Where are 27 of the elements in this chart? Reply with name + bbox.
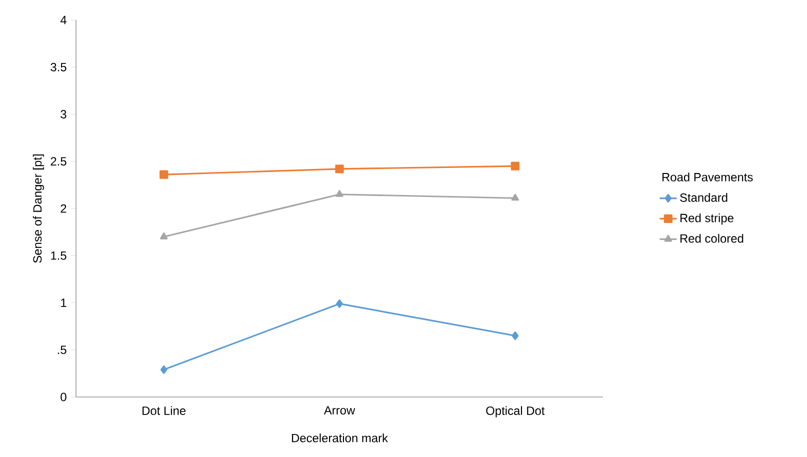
y-tick-label: 0: [60, 392, 66, 402]
point: [160, 170, 168, 179]
y-tick-label: 3.5: [50, 62, 66, 72]
legend-title: Road Pavements: [662, 172, 753, 182]
legend-label: Red stripe: [680, 214, 734, 225]
point: [160, 232, 168, 240]
y-tick-label: 2: [60, 204, 66, 213]
y-tick-label: 3: [60, 110, 66, 118]
point: [336, 299, 343, 308]
point: [511, 194, 519, 201]
legend-label: Standard: [680, 193, 728, 202]
point: [512, 331, 519, 340]
y-tick-label: 2.5: [50, 157, 66, 166]
x-axis-title: Deceleration mark: [292, 434, 388, 442]
y-axis-title: Sense of Danger [pt]: [32, 154, 44, 263]
y-tick-label: 4: [60, 16, 66, 24]
x-tick-label: Optical Dot: [486, 406, 545, 418]
y-tick-label: 1: [61, 298, 66, 307]
point: [335, 164, 344, 174]
legend-label: Red colored: [680, 234, 744, 243]
x-tick-label: Arrow: [324, 406, 356, 415]
y-tick-label: 1.5: [51, 251, 66, 260]
y-tick-label: .5: [58, 346, 66, 354]
x-tick-label: Dot Line: [142, 406, 186, 415]
point: [510, 162, 520, 170]
point: [160, 365, 168, 374]
point: [336, 190, 344, 197]
